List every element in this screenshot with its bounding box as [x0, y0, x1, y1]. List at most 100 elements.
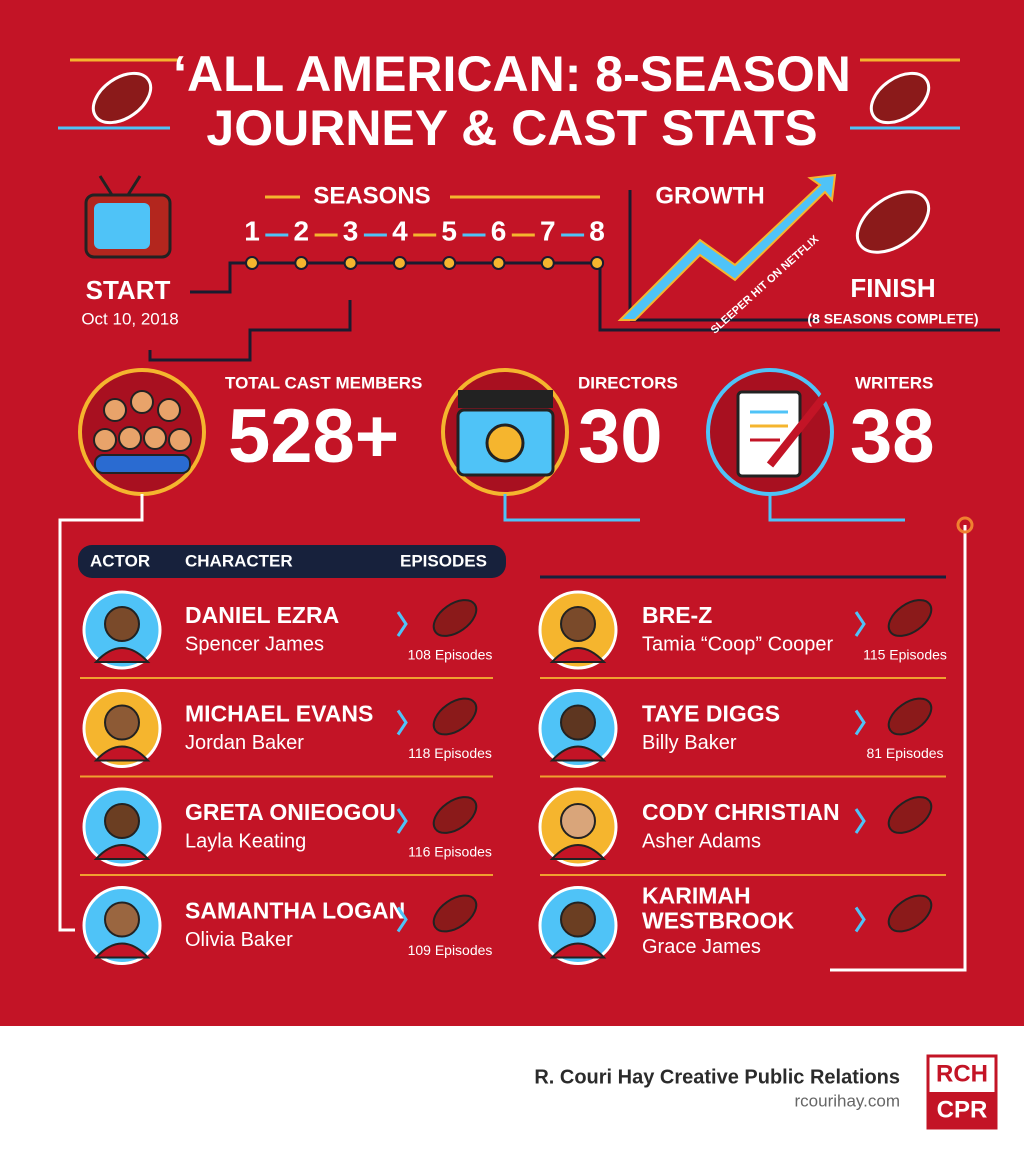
row-icon: [432, 599, 478, 637]
episodes: 116 Episodes: [408, 844, 492, 860]
stat-value: 30: [578, 394, 663, 479]
start-date: Oct 10, 2018: [81, 309, 178, 328]
seasons-label: SEASONS: [313, 182, 430, 209]
footer-background: [0, 1026, 1024, 1154]
avatar-body: [93, 745, 151, 762]
row-icon: [887, 796, 933, 834]
chevron: [854, 611, 866, 637]
table-header: ACTOR: [90, 551, 150, 570]
season-dot: [491, 256, 506, 270]
character-name: Olivia Baker: [185, 929, 293, 951]
season-dot: [540, 256, 555, 270]
episodes: 81 Episodes: [866, 745, 943, 761]
actor-name: MICHAEL EVANS: [185, 701, 373, 727]
avatar-head: [104, 606, 140, 642]
avatar-head: [560, 803, 596, 839]
avatar-head: [560, 606, 596, 642]
table-header-bar: [78, 545, 506, 578]
stat-value: 38: [850, 394, 935, 479]
growth-label: GROWTH: [655, 182, 764, 209]
finish-label: FINISH: [850, 273, 935, 303]
avatar-head: [104, 803, 140, 839]
tv-icon: [84, 175, 172, 259]
avatar-body: [93, 844, 151, 860]
character-name: Tamia “Coop” Cooper: [642, 633, 834, 655]
chevron: [854, 906, 866, 933]
row-icon: [887, 697, 933, 736]
title-line: ‘ALL AMERICAN: 8-SEASON: [173, 46, 851, 102]
season-number: 4: [392, 215, 408, 246]
footer-url: rcourihay.com: [795, 1091, 901, 1110]
chevron: [396, 709, 408, 736]
actor-name: TAYE DIGGS: [642, 701, 780, 727]
season-number: 8: [589, 215, 605, 246]
actor-name: BRE-Z: [642, 602, 712, 628]
timeline-path: [148, 190, 1000, 362]
stat-label: DIRECTORS: [578, 373, 678, 392]
season-dot: [392, 256, 407, 270]
actor-name: SAMANTHA LOGAN: [185, 898, 405, 924]
episodes: 109 Episodes: [408, 942, 493, 958]
row-icon: [432, 796, 478, 834]
title-decoration: [58, 58, 960, 254]
stat-value: 528+: [228, 394, 399, 479]
avatar-head: [104, 704, 140, 741]
season-dot: [442, 256, 457, 270]
avatar-body: [549, 942, 607, 959]
growth-arrow: [617, 173, 837, 321]
table-header: EPISODES: [400, 551, 487, 570]
chevron: [854, 709, 866, 736]
avatar-head: [560, 704, 596, 741]
avatar-body: [549, 745, 607, 762]
episodes: 115 Episodes: [863, 647, 947, 663]
cast-list: DANIEL EZRA Spencer James 108 Episodes MICH…: [80, 590, 947, 965]
row-icon: [432, 894, 478, 933]
season-dot: [245, 256, 259, 270]
episodes: 108 Episodes: [408, 647, 493, 663]
character-name: Grace James: [642, 936, 761, 958]
character-name: Spencer James: [185, 633, 324, 655]
actor-name: CODY CHRISTIAN: [642, 799, 840, 825]
actor-name: DANIEL EZRA: [185, 602, 339, 628]
chevron: [396, 906, 408, 933]
finish-note: (8 SEASONS COMPLETE): [807, 311, 978, 327]
character-name: Layla Keating: [185, 830, 306, 852]
row-icon: [887, 894, 933, 933]
character-name: Jordan Baker: [185, 732, 304, 754]
season-number: 5: [441, 215, 457, 246]
chevron: [396, 611, 408, 637]
season-number: 3: [343, 215, 359, 246]
logo-text: CPR: [937, 1096, 988, 1123]
season-dot: [343, 256, 358, 270]
stat-label: TOTAL CAST MEMBERS: [225, 373, 422, 392]
logo-text: RCH: [936, 1060, 988, 1087]
chevron: [854, 808, 866, 834]
footer-company: R. Couri Hay Creative Public Relations: [534, 1066, 900, 1088]
character-name: Asher Adams: [642, 830, 761, 852]
avatar-head: [104, 901, 140, 938]
season-number: 6: [491, 215, 507, 246]
row-icon: [887, 599, 933, 637]
logo-bottom-fill: [928, 1092, 996, 1128]
avatar-body: [549, 647, 607, 663]
actor-name: KARIMAH WESTBROOK: [642, 883, 794, 934]
stat-icons: [58, 368, 974, 972]
season-number: 1: [244, 215, 260, 246]
avatar-body: [93, 942, 151, 959]
season-dot: [294, 256, 309, 270]
stat-label: WRITERS: [855, 373, 933, 392]
actor-name: GRETA ONIEOGOU: [185, 799, 396, 825]
chevron: [396, 808, 408, 834]
table-header: CHARACTER: [185, 551, 293, 570]
avatar-head: [560, 901, 596, 938]
episodes: 118 Episodes: [408, 745, 492, 761]
avatar-body: [549, 844, 607, 860]
avatar-body: [93, 647, 151, 663]
title-line: JOURNEY & CAST STATS: [206, 100, 817, 156]
character-name: Billy Baker: [642, 732, 737, 754]
timeline: 1 2 3 4 5 6 7 8: [244, 215, 605, 270]
season-number: 7: [540, 215, 556, 246]
season-number: 2: [294, 215, 310, 246]
